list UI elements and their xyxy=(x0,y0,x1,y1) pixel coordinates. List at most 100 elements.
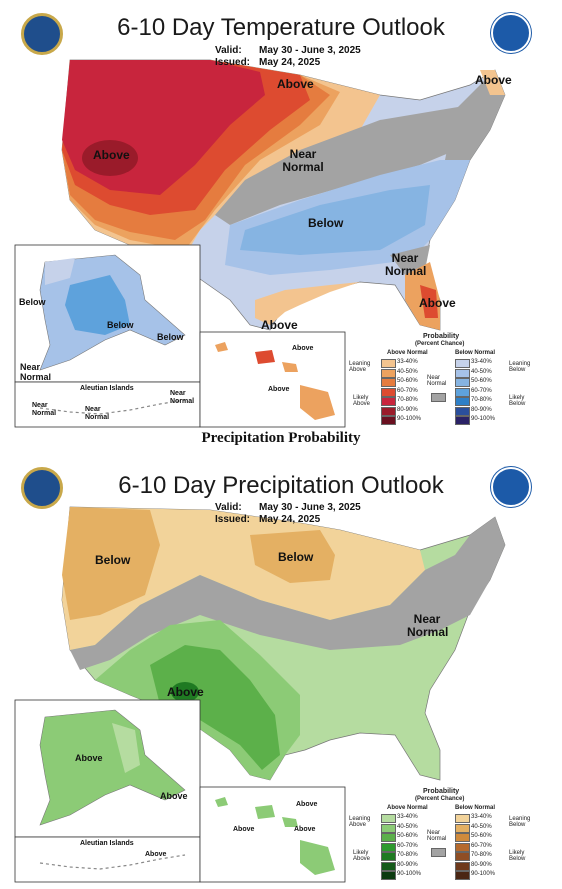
legend-right-swatch xyxy=(455,397,470,406)
temperature-map xyxy=(14,59,506,428)
legend-near-normal: Near Normal xyxy=(427,375,447,387)
legend-left-swatch xyxy=(381,378,396,387)
temp-below-band-50 xyxy=(240,185,430,255)
legend-right-swatch xyxy=(455,387,470,397)
legend-likely-right: Likely Below xyxy=(509,395,526,407)
legend-left-bin-label: 50-60% xyxy=(397,833,418,839)
label-ak-below-west: Below xyxy=(19,297,46,307)
legend-right-bin-label: 90-100% xyxy=(471,871,496,877)
temp-near-normal-ne xyxy=(445,70,505,175)
legend-left-bin-label: 90-100% xyxy=(397,871,422,877)
legend-right-bin-label: 90-100% xyxy=(471,416,496,422)
legend-right-swatch xyxy=(455,406,470,416)
legend-likely-left: Likely Above xyxy=(353,850,371,862)
label-aleutian-islands: Aleutian Islands xyxy=(80,385,134,392)
hawaii-island-1 xyxy=(215,342,228,352)
issued-line: Issued: May 24, 2025 xyxy=(215,57,321,68)
legend-left-swatch xyxy=(381,871,396,880)
legend-left-bin-label: 40-50% xyxy=(397,368,418,375)
label-aleutian-above: Above xyxy=(145,851,167,858)
legend-title: Probability xyxy=(423,788,460,795)
temperature-legend: Probability (Percent Chance) Above Norma… xyxy=(347,333,557,427)
aleutian-inset-frame xyxy=(14,381,201,428)
label-below-north: Below xyxy=(278,550,314,564)
map-title: 6-10 Day Temperature Outlook xyxy=(117,14,445,41)
legend-left-bin-label: 60-70% xyxy=(397,842,418,849)
label-hi-above-2: Above xyxy=(268,386,290,393)
valid-line: Valid: May 30 - June 3, 2025 xyxy=(215,502,361,513)
temp-south-above xyxy=(255,282,360,325)
label-ak-above-1: Above xyxy=(75,753,103,763)
legend-right-bin-label: 80-90% xyxy=(471,406,492,413)
label-below-west: Below xyxy=(95,553,131,567)
legend-left-swatch xyxy=(381,861,396,871)
legend-left-swatch xyxy=(381,842,396,852)
precip-below-north xyxy=(250,530,335,583)
label-hi-above-1: Above xyxy=(292,345,314,352)
legend-right-bin-label: 33-40% xyxy=(471,814,492,820)
legend-left-header: Above Normal xyxy=(387,805,428,811)
temp-ne-above xyxy=(480,70,505,95)
alaska-east-light xyxy=(112,723,140,773)
label-aleutian-islands: Aleutian Islands xyxy=(80,840,134,847)
legend-likely-left: Likely Above xyxy=(353,395,371,407)
legend-left-bin-label: 33-40% xyxy=(397,814,418,820)
noaa-logo-icon xyxy=(491,13,531,53)
label-aleutian-nn-1: Near Normal xyxy=(32,402,57,417)
legend-right-swatch xyxy=(455,416,470,425)
legend-near-swatch xyxy=(431,393,446,402)
legend-right-bin-label: 60-70% xyxy=(471,387,492,394)
label-hi-above-2: Above xyxy=(233,826,255,833)
legend-right-swatch xyxy=(455,861,470,871)
legend-near-swatch xyxy=(431,848,446,857)
legend-right-bin-label: 60-70% xyxy=(471,842,492,849)
legend-left-bin-label: 50-60% xyxy=(397,378,418,384)
alaska-land-precip xyxy=(39,709,186,826)
valid-line: Valid: May 30 - June 3, 2025 xyxy=(215,45,361,56)
label-hi-above-1: Above xyxy=(296,801,318,808)
legend-right-bin-label: 33-40% xyxy=(471,359,492,365)
legend-right-bin-label: 80-90% xyxy=(471,861,492,868)
hawaii-island-4-precip xyxy=(300,840,335,875)
legend-right-bin-label: 40-50% xyxy=(471,823,492,830)
legend-right-bin-label: 50-60% xyxy=(471,833,492,839)
legend-right-header: Below Normal xyxy=(455,350,496,356)
legend-right-swatch xyxy=(455,368,470,378)
aleutian-chain-precip xyxy=(39,854,186,870)
legend-right-bin-label: 70-80% xyxy=(471,852,492,858)
commerce-seal-icon xyxy=(21,13,63,55)
precipitation-probability-heading: Precipitation Probability xyxy=(201,430,361,446)
precip-above-core xyxy=(171,682,199,702)
legend-left-bin-label: 40-50% xyxy=(397,823,418,830)
hawaii-island-4 xyxy=(300,385,335,420)
label-aleutian-nn-2: Near Normal xyxy=(85,406,110,421)
legend-right-swatch xyxy=(455,378,470,387)
legend-left-header: Above Normal xyxy=(387,350,428,356)
legend-subtitle: (Percent Chance) xyxy=(415,341,465,347)
legend-right-bin-label: 70-80% xyxy=(471,397,492,403)
legend-leaning-right: Leaning Below xyxy=(509,361,531,373)
aleutian-chain xyxy=(39,399,186,415)
legend-right-bin-label: 40-50% xyxy=(471,368,492,375)
commerce-seal-icon xyxy=(21,467,63,509)
legend-left-swatch xyxy=(381,397,396,406)
precipitation-map xyxy=(14,506,506,883)
legend-left-swatch xyxy=(381,387,396,397)
legend-right-swatch xyxy=(455,359,470,368)
label-above-florida: Above xyxy=(419,296,456,310)
label-above-north: Above xyxy=(277,77,314,91)
legend-title: Probability xyxy=(423,333,460,340)
temp-florida-above-core xyxy=(420,285,438,318)
legend-right-bin-label: 50-60% xyxy=(471,378,492,384)
legend-leaning-right: Leaning Below xyxy=(509,816,531,828)
legend-left-bin-label: 60-70% xyxy=(397,387,418,394)
temp-near-normal-band xyxy=(215,105,480,225)
legend-right-swatch xyxy=(455,823,470,833)
legend-right-swatch xyxy=(455,852,470,861)
label-ak-above-2: Above xyxy=(160,791,188,801)
label-near-normal-central: Near Normal xyxy=(282,147,324,174)
label-ak-below-se: Below xyxy=(157,332,184,342)
label-hi-above-3: Above xyxy=(294,826,316,833)
map-title: 6-10 Day Precipitation Outlook xyxy=(118,472,444,499)
legend-right-swatch xyxy=(455,842,470,852)
